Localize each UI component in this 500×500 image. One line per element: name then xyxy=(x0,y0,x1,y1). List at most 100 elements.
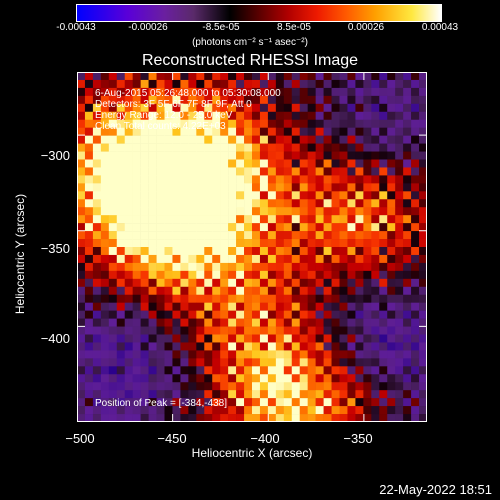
heatmap-cell xyxy=(339,326,348,335)
heatmap-cell xyxy=(84,294,94,303)
heatmap-cell xyxy=(323,135,332,144)
heatmap-cell xyxy=(371,111,380,121)
heatmap-cell xyxy=(124,95,133,105)
colorbar-tick: 0.00026 xyxy=(347,22,385,33)
heatmap-cell xyxy=(236,175,245,184)
heatmap-cell xyxy=(244,159,253,168)
heatmap-cell xyxy=(124,167,133,176)
heatmap-cell xyxy=(124,278,133,288)
heatmap-cell xyxy=(411,79,420,89)
heatmap-cell xyxy=(283,223,293,232)
heatmap-cell xyxy=(244,414,253,422)
heatmap-cell xyxy=(196,366,205,375)
heatmap-cell xyxy=(323,127,332,136)
heatmap-cell xyxy=(244,358,253,367)
heatmap-cell xyxy=(180,382,189,391)
heatmap-cell xyxy=(124,87,133,97)
heatmap-cell xyxy=(347,382,356,391)
heatmap-cell xyxy=(307,135,316,144)
heatmap-cell xyxy=(252,207,261,216)
heatmap-cell xyxy=(77,254,86,264)
heatmap-cell xyxy=(204,103,213,113)
heatmap-cell xyxy=(132,175,141,184)
heatmap-cell xyxy=(363,223,372,232)
heatmap-cell xyxy=(347,254,356,264)
heatmap-cell xyxy=(299,191,308,200)
heatmap-cell xyxy=(204,342,213,351)
heatmap-cell xyxy=(331,406,340,415)
heatmap-cell xyxy=(84,191,94,200)
heatmap-cell xyxy=(236,286,245,296)
heatmap-cell xyxy=(419,334,427,343)
heatmap-cell xyxy=(363,342,372,351)
heatmap-cell xyxy=(84,143,94,152)
heatmap-cell xyxy=(339,183,348,192)
heatmap-cell xyxy=(180,414,189,422)
heatmap-cell xyxy=(252,103,261,113)
heatmap-cell xyxy=(252,119,261,128)
heatmap-cell xyxy=(363,103,372,113)
heatmap-cell xyxy=(331,159,340,168)
heatmap-cell xyxy=(371,278,380,288)
heatmap-cell xyxy=(411,334,420,343)
heatmap-cell xyxy=(403,310,412,319)
heatmap-cell xyxy=(220,334,229,343)
heatmap-cell xyxy=(267,358,277,367)
heatmap-cell xyxy=(148,270,157,280)
heatmap-cell xyxy=(116,398,126,407)
heatmap-cell xyxy=(132,199,141,208)
heatmap-cell xyxy=(355,183,364,192)
heatmap-cell xyxy=(259,366,269,375)
heatmap-cell xyxy=(259,374,269,383)
heatmap-cell xyxy=(411,254,420,264)
heatmap-cell xyxy=(220,167,229,176)
heatmap-cell xyxy=(291,366,301,375)
heatmap-cell xyxy=(291,95,301,105)
heatmap-cell xyxy=(244,326,253,335)
heatmap-cell xyxy=(228,358,237,367)
heatmap-cell xyxy=(228,382,237,391)
heatmap-cell xyxy=(275,207,285,216)
heatmap-cell xyxy=(291,143,301,152)
heatmap-cell xyxy=(283,382,293,391)
heatmap-cell xyxy=(291,254,301,264)
heatmap-cell xyxy=(212,390,221,399)
heatmap-cell xyxy=(124,294,133,303)
heatmap-cell xyxy=(164,72,173,81)
heatmap-cell xyxy=(339,199,348,208)
heatmap-cell xyxy=(156,119,165,128)
heatmap-cell xyxy=(124,111,133,121)
heatmap-cell xyxy=(275,223,285,232)
heatmap-cell xyxy=(108,262,118,272)
heatmap-cell xyxy=(77,159,86,168)
heatmap-cell xyxy=(363,231,372,240)
heatmap-cell xyxy=(419,79,427,89)
heatmap-cell xyxy=(172,103,181,113)
heatmap-cell xyxy=(84,183,94,192)
heatmap-cell xyxy=(212,127,221,136)
heatmap-cell xyxy=(164,239,173,248)
heatmap-cell xyxy=(411,223,420,232)
colorbar-units: (photons cm⁻² s⁻¹ asec⁻²) xyxy=(192,37,308,48)
heatmap-cell xyxy=(252,247,261,256)
heatmap-cell xyxy=(371,310,380,319)
heatmap-cell xyxy=(77,199,86,208)
heatmap-cell xyxy=(395,223,404,232)
heatmap-cell xyxy=(267,103,277,113)
heatmap-cell xyxy=(299,326,308,335)
heatmap-cell xyxy=(315,414,324,422)
heatmap-cell xyxy=(124,318,133,327)
heatmap-cell xyxy=(275,334,285,343)
heatmap-cell xyxy=(212,326,221,335)
heatmap-cell xyxy=(124,231,133,240)
heatmap-cell xyxy=(164,175,173,184)
heatmap-cell xyxy=(307,143,316,152)
heatmap-cell xyxy=(387,254,396,264)
heatmap-cell xyxy=(419,239,427,248)
heatmap-cell xyxy=(108,254,118,264)
heatmap-cell xyxy=(148,358,157,367)
heatmap-cell xyxy=(315,270,324,280)
heatmap-cell xyxy=(315,223,324,232)
heatmap-cell xyxy=(100,207,110,216)
heatmap-cell xyxy=(196,95,205,105)
